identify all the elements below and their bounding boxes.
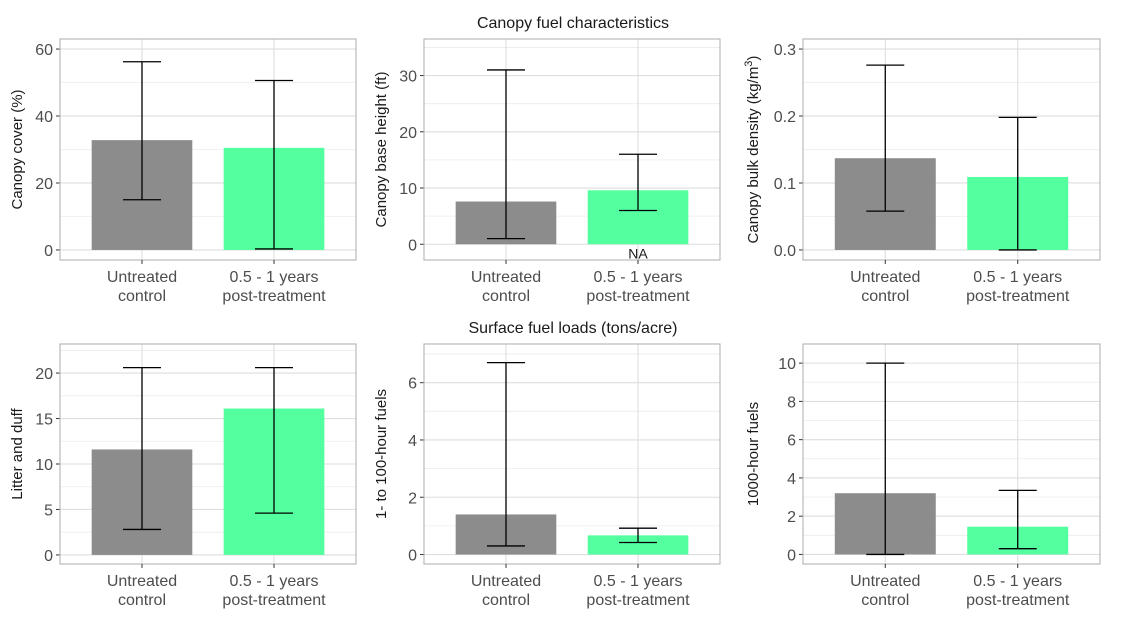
x-category-label: 0.5 - 1 years [594,269,683,286]
x-category-label: post-treatment [586,288,690,305]
y-tick-label: 0.0 [774,243,796,260]
error-bar [619,153,658,212]
y-tick-label: 20 [35,366,53,383]
error-bar [486,69,525,240]
y-tick-label: 6 [787,433,796,450]
na-annotation: NA [628,245,648,261]
error-bar [619,527,658,544]
x-category-label: control [118,288,166,305]
panel-border [423,38,721,261]
y-tick-label: 60 [35,42,53,59]
x-category-label: post-treatment [222,288,326,305]
y-tick-label: 4 [787,471,796,488]
y-tick-label: 2 [787,509,796,526]
error-bar [486,361,525,547]
error-bar [255,366,294,514]
error-bar [998,489,1037,550]
error-bar [255,79,294,250]
x-category-label: Untreated [850,573,920,590]
row-title-surface: Surface fuel loads (tons/acre) [469,320,678,337]
panel-3: 0 5 10 15 20 Untreated control 0.5 - 1 years pos… [9,343,357,609]
y-tick-label: 8 [787,394,796,411]
error-bar [866,362,905,556]
y-tick-label: 0.3 [774,42,796,59]
x-category-label: control [482,592,530,609]
y-tick-label: 6 [408,376,417,393]
x-category-label: 0.5 - 1 years [973,573,1062,590]
y-tick-label: 15 [35,412,53,429]
y-tick-label: 30 [399,69,417,86]
panel-5: 0 2 4 6 8 10 Untreated control 0.5 - 1 years post… [745,343,1101,609]
y-tick-label: 10 [35,457,53,474]
x-category-label: control [861,592,909,609]
y-tick-label: 20 [35,176,53,193]
x-category-label: control [482,288,530,305]
y-tick-label: 0 [44,548,53,565]
panel-1: 0 10 20 30 NA Untreated control 0.5 - 1 years po… [373,38,721,305]
y-tick-label: 20 [399,125,417,142]
panel-border [59,38,357,261]
y-tick-label: 5 [44,502,53,519]
row-title-canopy: Canopy fuel characteristics [477,15,669,32]
x-category-label: post-treatment [222,592,326,609]
y-axis-label: Canopy bulk density (kg/m3) [743,56,762,244]
error-bar [122,61,161,201]
x-category-label: 0.5 - 1 years [230,269,319,286]
x-category-label: Untreated [471,573,541,590]
y-tick-label: 10 [778,356,796,373]
x-category-label: post-treatment [966,592,1070,609]
error-bar [998,116,1037,251]
y-tick-label: 0.2 [774,109,796,126]
x-category-label: post-treatment [586,592,690,609]
y-axis-label: 1000-hour fuels [745,402,762,506]
x-category-label: 0.5 - 1 years [230,573,319,590]
panel-border [59,343,357,565]
y-axis-label: 1- to 100-hour fuels [373,389,390,519]
y-tick-label: 10 [399,181,417,198]
y-tick-label: 0 [787,547,796,564]
error-bar [866,64,905,212]
x-category-label: Untreated [850,269,920,286]
panel-4: 0 2 4 6 Untreated control 0.5 - 1 years post-tr… [373,343,721,609]
panel-border [802,38,1101,261]
y-tick-label: 0.1 [774,176,796,193]
y-axis-label-superscript: 3 [743,61,755,67]
y-axis-label: Canopy cover (%) [9,89,26,209]
y-tick-label: 0 [44,243,53,260]
error-bar [122,366,161,531]
bar-treated [587,535,689,555]
x-category-label: control [118,592,166,609]
x-category-label: 0.5 - 1 years [973,269,1062,286]
x-category-label: Untreated [471,269,541,286]
y-axis-label: Litter and duff [9,407,26,499]
x-category-label: Untreated [107,573,177,590]
x-category-label: Untreated [107,269,177,286]
y-tick-label: 2 [408,490,417,507]
y-tick-label: 0 [408,548,417,565]
y-tick-label: 0 [408,237,417,254]
x-category-label: post-treatment [966,288,1070,305]
panel-border [802,343,1101,565]
panel-2: 0.0 0.1 0.2 0.3 Untreated control 0.5 - 1 year… [743,38,1101,305]
y-axis-label: Canopy base height (ft) [373,72,390,228]
x-category-label: 0.5 - 1 years [594,573,683,590]
y-tick-label: 4 [408,433,417,450]
y-tick-label: 40 [35,109,53,126]
panel-border [423,343,721,565]
y-axis-label-suffix: ) [745,56,762,61]
x-category-label: control [861,288,909,305]
panel-0: 0 20 40 60 Untreated control 0.5 - 1 years post… [9,38,357,305]
